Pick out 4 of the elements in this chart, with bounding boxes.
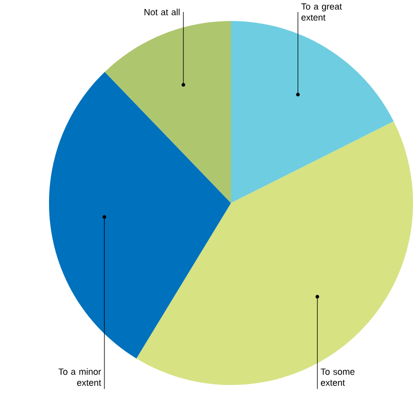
slice-label: To some extent [320,368,355,386]
slice-label: Not at all [144,8,180,16]
slice-label: To a great extent [301,3,342,21]
slice-label: To a minor extent [58,368,102,386]
